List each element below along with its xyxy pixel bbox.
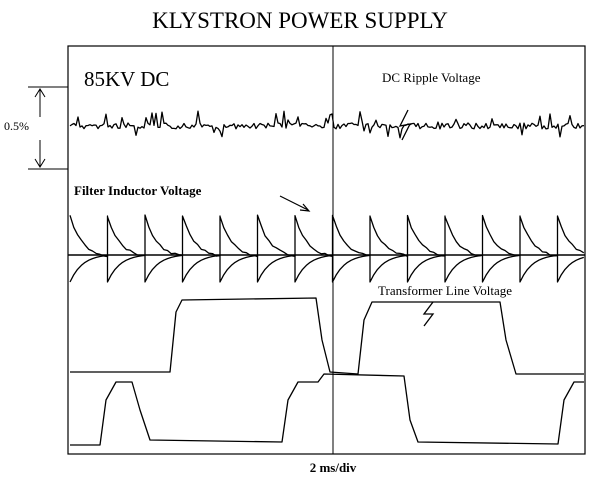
filter-trace-lower xyxy=(70,255,584,282)
transformer-trace-1 xyxy=(70,298,584,374)
figure: KLYSTRON POWER SUPPLY 85KV DC DC Ripple … xyxy=(0,0,597,480)
filter-trace-upper xyxy=(70,215,584,257)
filter-arrow xyxy=(280,196,309,211)
timebase-label: 2 ms/div xyxy=(310,460,357,475)
ripple-label: DC Ripple Voltage xyxy=(382,70,481,85)
transformer-arrow xyxy=(424,302,433,326)
title: KLYSTRON POWER SUPPLY xyxy=(152,8,448,33)
ripple-trace xyxy=(70,111,584,138)
scale-label: 0.5% xyxy=(4,119,29,133)
traces xyxy=(70,111,584,445)
filter-label: Filter Inductor Voltage xyxy=(74,183,202,198)
transformer-trace-2 xyxy=(70,374,584,445)
transformer-label: Transformer Line Voltage xyxy=(378,283,512,298)
scale-bracket xyxy=(28,87,68,169)
voltage-label: 85KV DC xyxy=(84,67,169,91)
